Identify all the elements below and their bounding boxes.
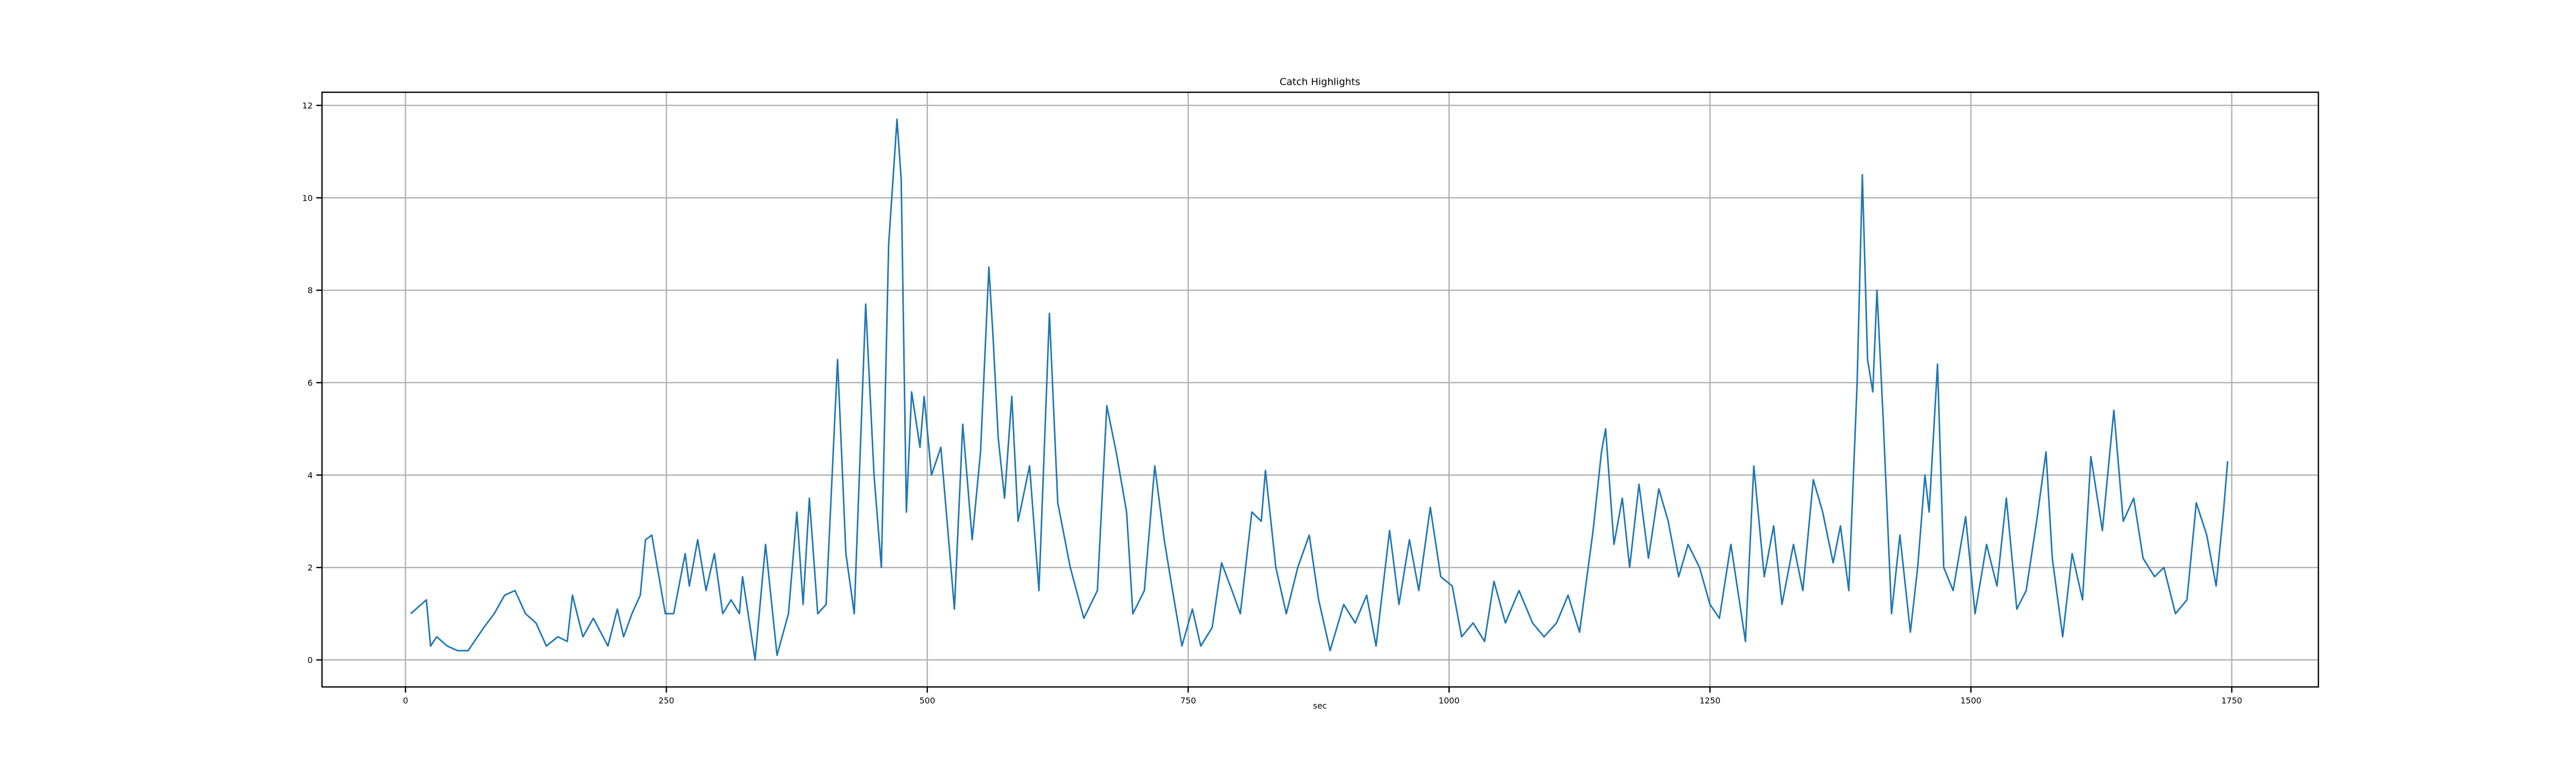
x-tick-label: 1750 (2222, 696, 2243, 705)
x-tick-label: 1000 (1438, 696, 1460, 705)
x-tick-label: 1500 (1960, 696, 1981, 705)
x-tick-label: 500 (920, 696, 936, 705)
y-tick-label: 12 (302, 101, 313, 111)
y-tick-label: 2 (308, 563, 313, 573)
y-tick-label: 8 (308, 285, 313, 295)
plot-frame (321, 91, 2319, 688)
x-tick-label: 1250 (1700, 696, 1721, 705)
y-tick-label: 4 (308, 470, 313, 480)
x-tick-label: 250 (658, 696, 674, 705)
x-tick-label: 0 (403, 696, 408, 705)
x-tick-label: 750 (1180, 696, 1196, 705)
y-tick-label: 6 (308, 378, 313, 388)
chart-title: Catch Highlights (1280, 76, 1361, 88)
y-tick-label: 0 (308, 656, 313, 665)
y-tick-label: 10 (302, 193, 313, 203)
x-axis-label: sec (1313, 701, 1327, 711)
data-line (410, 119, 2229, 661)
